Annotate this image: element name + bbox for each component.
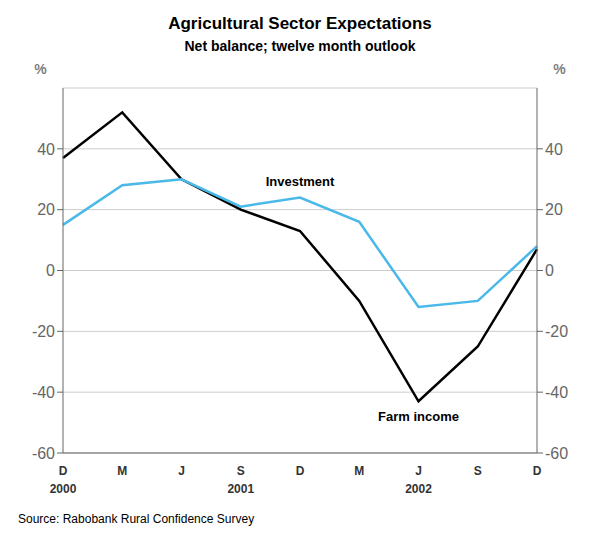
svg-text:2000: 2000	[50, 482, 77, 496]
svg-text:S: S	[237, 464, 245, 478]
html-text:Net balance; twelve month outl: Net balance; twelve month outlook	[184, 38, 416, 54]
svg-text:-60: -60	[545, 445, 568, 462]
svg-text:S: S	[474, 464, 482, 478]
svg-text:%: %	[553, 61, 566, 77]
svg-text:J: J	[415, 464, 422, 478]
svg-text:0: 0	[545, 262, 554, 279]
svg-text:-20: -20	[545, 323, 568, 340]
svg-text:2001: 2001	[227, 482, 254, 496]
html-text:Source: Rabobank Rural Confide: Source: Rabobank Rural Confidence Survey	[18, 512, 255, 526]
svg-text:M: M	[354, 464, 364, 478]
svg-text:40: 40	[545, 141, 563, 158]
svg-text:-40: -40	[545, 384, 568, 401]
svg-text:Investment: Investment	[266, 174, 335, 189]
svg-text:M: M	[117, 464, 127, 478]
svg-text:20: 20	[37, 201, 55, 218]
svg-text:D: D	[59, 464, 68, 478]
svg-text:D: D	[296, 464, 305, 478]
svg-text:40: 40	[37, 141, 55, 158]
svg-text:J: J	[178, 464, 185, 478]
svg-text:0: 0	[46, 262, 55, 279]
svg-text:-40: -40	[32, 384, 55, 401]
svg-text:%: %	[34, 61, 47, 77]
svg-text:Farm income: Farm income	[378, 409, 459, 424]
svg-text:20: 20	[545, 201, 563, 218]
svg-text:D: D	[533, 464, 542, 478]
svg-text:2002: 2002	[405, 482, 432, 496]
html-text:Agricultural Sector Expectatio: Agricultural Sector Expectations	[168, 14, 432, 33]
svg-text:-20: -20	[32, 323, 55, 340]
svg-text:-60: -60	[32, 445, 55, 462]
